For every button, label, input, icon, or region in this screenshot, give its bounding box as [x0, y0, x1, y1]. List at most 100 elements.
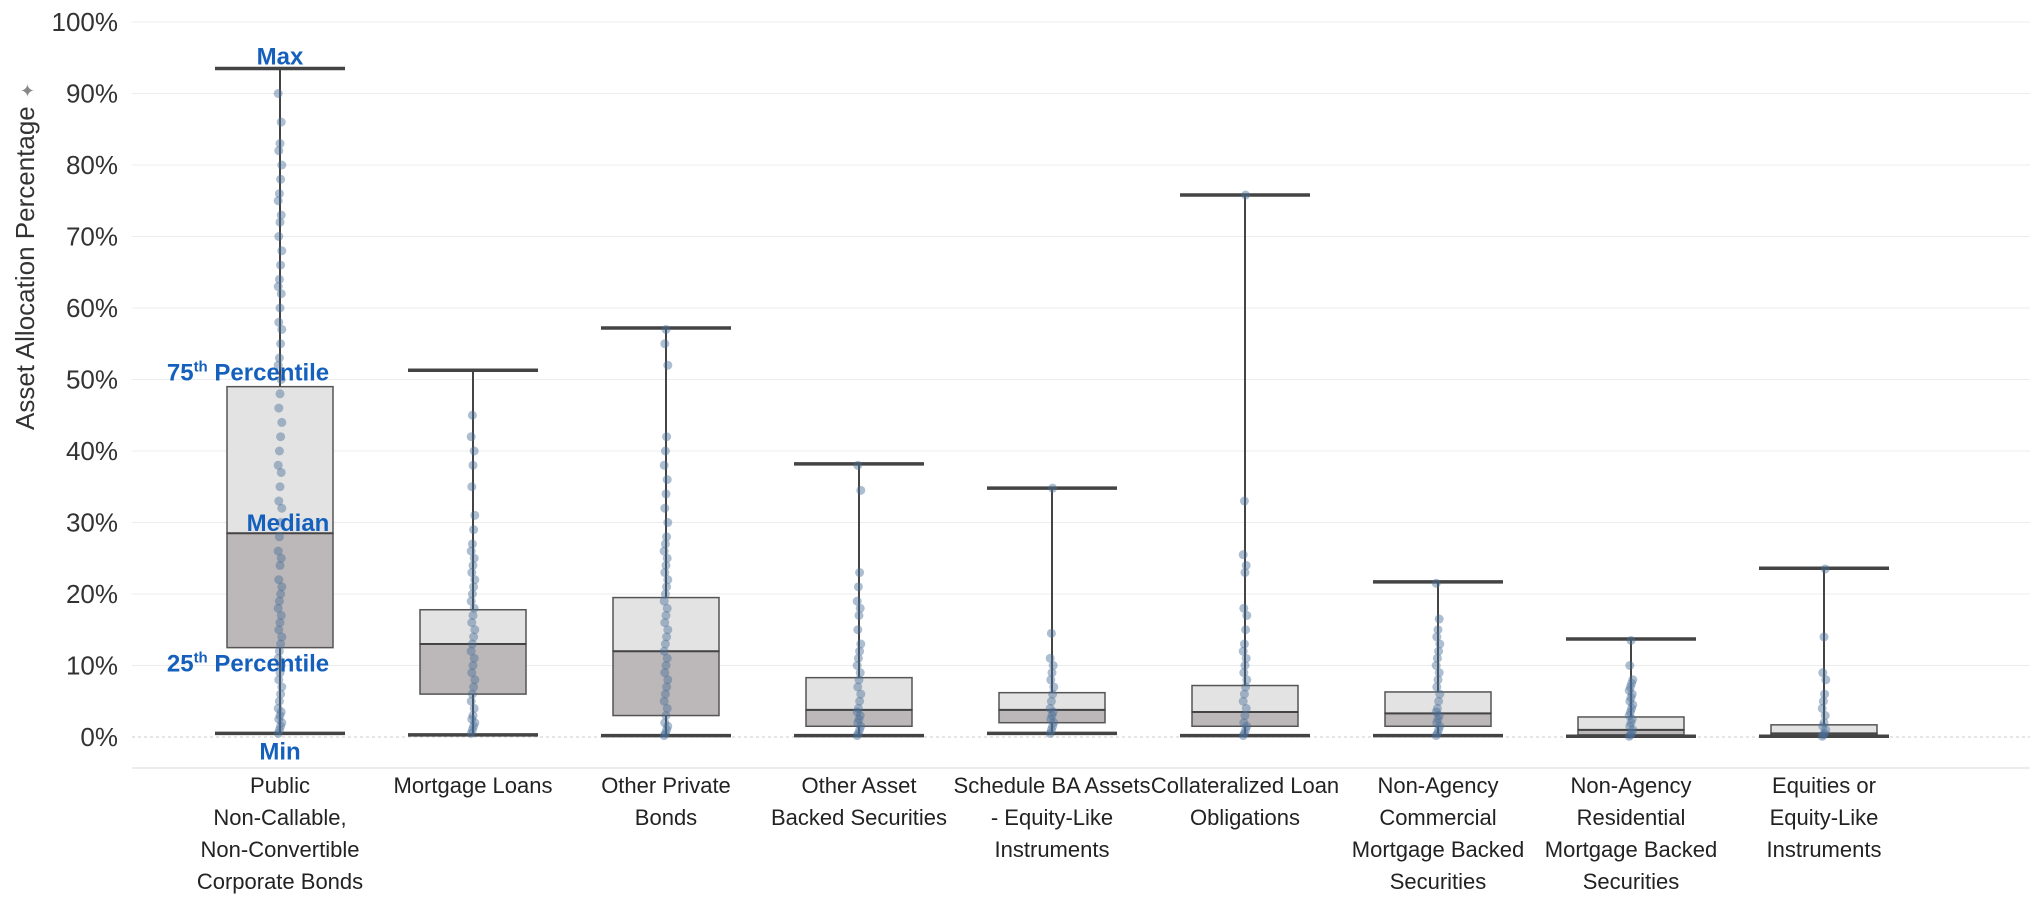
- data-point: [1046, 725, 1056, 735]
- y-tick-label: 10%: [66, 651, 118, 681]
- data-point: [662, 703, 672, 713]
- data-point: [1239, 689, 1249, 699]
- data-point: [1821, 725, 1831, 735]
- data-point: [466, 432, 476, 442]
- data-point: [853, 703, 863, 713]
- data-point: [1048, 661, 1058, 670]
- data-point: [1820, 564, 1830, 574]
- data-point: [466, 546, 476, 556]
- data-point: [273, 546, 283, 556]
- y-tick-label: 60%: [66, 293, 118, 323]
- data-point: [855, 711, 865, 721]
- data-point: [1242, 721, 1252, 731]
- data-point: [275, 618, 285, 628]
- y-tick-label: 0%: [80, 722, 118, 752]
- data-point: [274, 596, 284, 606]
- data-point: [661, 324, 671, 334]
- data-point: [276, 260, 286, 270]
- data-point: [467, 618, 477, 628]
- data-point: [1431, 707, 1441, 717]
- box-upper: [226, 385, 334, 534]
- data-point: [1048, 483, 1058, 493]
- data-point: [660, 339, 670, 349]
- data-point: [662, 532, 672, 542]
- data-point: [469, 632, 479, 642]
- data-point: [853, 728, 863, 738]
- data-point: [1434, 668, 1444, 678]
- data-point: [274, 353, 284, 363]
- data-point: [1818, 730, 1828, 740]
- data-point: [1240, 568, 1250, 578]
- data-point: [1434, 725, 1444, 735]
- data-point: [661, 711, 671, 721]
- category-label: Bonds: [635, 805, 697, 830]
- data-point: [662, 603, 672, 613]
- y-axis-title: Asset Allocation Percentage: [10, 106, 40, 430]
- annotations-layer: Max Min Median 75th Percentile 25th Percenti…: [167, 43, 329, 765]
- box-lower: [419, 643, 527, 695]
- data-point: [273, 460, 283, 470]
- data-point: [469, 582, 479, 592]
- data-point: [276, 639, 286, 649]
- annotation-75th-percentile: 75th Percentile: [167, 359, 329, 387]
- data-point: [1434, 696, 1444, 706]
- data-point: [1241, 560, 1251, 570]
- data-point: [1628, 675, 1638, 685]
- data-point: [468, 661, 478, 670]
- data-point: [273, 196, 283, 206]
- category-label: Mortgage Backed: [1545, 837, 1717, 862]
- data-point: [277, 718, 287, 728]
- data-point: [277, 582, 287, 592]
- data-point: [853, 460, 863, 470]
- data-point: [276, 375, 286, 384]
- data-point: [662, 725, 672, 735]
- data-point: [1625, 730, 1635, 740]
- data-point: [661, 610, 671, 620]
- y-tick-label: 50%: [66, 365, 118, 395]
- data-point: [1239, 496, 1249, 506]
- category-label: Residential: [1577, 805, 1686, 830]
- data-point: [661, 489, 671, 499]
- data-point: [273, 728, 283, 738]
- data-point: [1239, 639, 1249, 649]
- data-point: [663, 575, 673, 585]
- data-point: [277, 160, 287, 170]
- data-point: [1625, 696, 1635, 706]
- data-point: [856, 485, 866, 495]
- data-point: [660, 539, 670, 549]
- data-point: [662, 582, 672, 592]
- category-label: Instruments: [1767, 837, 1882, 862]
- data-point: [274, 232, 284, 241]
- sort-star-icon[interactable]: ✦: [18, 83, 38, 98]
- data-point: [1626, 693, 1636, 703]
- data-point: [1626, 635, 1636, 645]
- data-point: [1435, 689, 1445, 699]
- data-point: [1628, 725, 1638, 735]
- y-axis-title-group[interactable]: Asset Allocation Percentage ✦: [10, 83, 40, 430]
- category-label: Other Private: [601, 773, 731, 798]
- data-point: [467, 410, 477, 420]
- data-point: [276, 174, 286, 184]
- data-point: [659, 546, 669, 556]
- category-label: Instruments: [995, 837, 1110, 862]
- data-point: [274, 274, 284, 284]
- box-upper: [1191, 684, 1299, 713]
- data-point: [276, 721, 286, 731]
- data-point: [1049, 718, 1059, 728]
- data-point: [856, 721, 866, 731]
- data-point: [1049, 682, 1059, 692]
- data-point: [1046, 714, 1056, 724]
- data-point: [662, 553, 672, 563]
- data-point: [469, 553, 479, 563]
- data-point: [1625, 682, 1635, 692]
- data-point: [467, 589, 477, 599]
- data-point: [853, 718, 863, 728]
- data-point: [1627, 728, 1637, 738]
- data-point: [662, 632, 672, 642]
- data-point: [1046, 628, 1056, 638]
- data-point: [1625, 721, 1635, 731]
- data-point: [1239, 668, 1249, 678]
- data-point: [659, 646, 669, 656]
- data-point: [468, 560, 478, 570]
- data-point: [1820, 711, 1830, 721]
